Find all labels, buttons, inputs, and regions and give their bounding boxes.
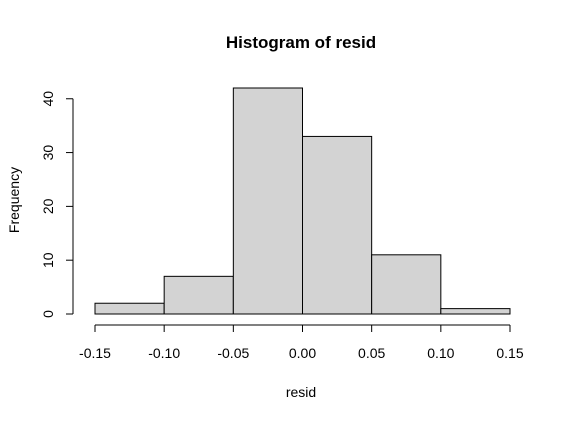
bars-group <box>94 87 511 315</box>
y-tick-label: 0 <box>40 310 56 318</box>
y-tick-label: 20 <box>40 198 56 214</box>
x-axis: -0.15 -0.10 -0.05 0.00 0.05 0.10 0.15 <box>79 324 524 361</box>
x-tick-label: -0.05 <box>217 345 249 361</box>
x-tick-label: 0.05 <box>358 345 385 361</box>
x-tick-label: 0.00 <box>289 345 316 361</box>
y-axis-label: Frequency <box>6 167 22 233</box>
chart-title: Histogram of resid <box>226 33 376 52</box>
x-tick-label: -0.15 <box>79 345 111 361</box>
histogram-bar-0 <box>94 302 165 315</box>
histogram-bar-3 <box>302 135 373 315</box>
x-tick-label: 0.15 <box>496 345 523 361</box>
y-tick-label: 30 <box>40 145 56 161</box>
x-tick-label: -0.10 <box>148 345 180 361</box>
histogram-bar-4 <box>371 254 442 315</box>
y-tick-label: 40 <box>40 91 56 107</box>
histogram-bar-1 <box>163 275 234 315</box>
y-axis: 0 10 20 30 40 <box>40 91 74 318</box>
histogram-bar-5 <box>440 308 511 315</box>
x-axis-label: resid <box>286 384 316 400</box>
x-tick-label: 0.10 <box>427 345 454 361</box>
histogram-bar-2 <box>232 87 303 315</box>
y-tick-label: 10 <box>40 252 56 268</box>
